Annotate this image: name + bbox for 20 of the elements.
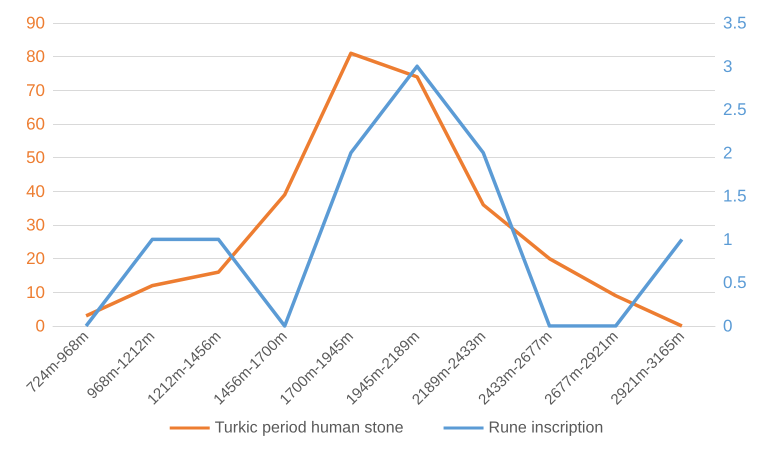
y-tick-label: 70 xyxy=(26,80,45,100)
y2-tick-label: 3 xyxy=(723,56,732,76)
y-tick-label: 0 xyxy=(36,316,45,336)
y2-tick-label: 2 xyxy=(723,143,732,162)
y-tick-label: 80 xyxy=(26,47,45,66)
y-tick-label: 20 xyxy=(26,249,45,268)
y-tick-label: 30 xyxy=(26,216,45,234)
legend-label: Turkic period human stone xyxy=(214,420,404,436)
y-tick-label: 50 xyxy=(26,148,45,168)
y2-tick-label: 0.5 xyxy=(723,273,747,292)
y-tick-label: 10 xyxy=(26,282,45,302)
y2-tick-label: 1 xyxy=(723,230,732,249)
y2-tick-label: 3.5 xyxy=(723,14,747,32)
y2-tick-label: 0 xyxy=(723,316,732,336)
legend-label: Rune inscription xyxy=(488,420,604,436)
y2-tick-label: 2.5 xyxy=(723,100,747,120)
y2-tick-label: 1.5 xyxy=(723,186,747,206)
y-tick-label: 90 xyxy=(26,14,45,32)
y-tick-label: 60 xyxy=(26,114,45,134)
y-tick-label: 40 xyxy=(26,182,45,201)
